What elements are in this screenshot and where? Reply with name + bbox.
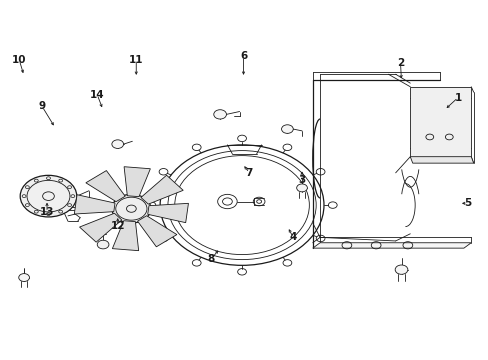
Polygon shape: [112, 221, 139, 251]
Text: 3: 3: [298, 175, 305, 185]
Circle shape: [112, 140, 123, 148]
Text: 12: 12: [110, 221, 125, 231]
Polygon shape: [86, 171, 125, 202]
Text: 2: 2: [396, 58, 404, 68]
Circle shape: [394, 265, 407, 274]
Text: 10: 10: [12, 55, 26, 65]
Polygon shape: [74, 195, 115, 214]
Text: 5: 5: [463, 198, 470, 208]
Polygon shape: [80, 213, 122, 242]
Circle shape: [112, 194, 151, 223]
Circle shape: [97, 240, 109, 249]
Polygon shape: [409, 157, 473, 163]
Polygon shape: [147, 203, 188, 222]
Polygon shape: [137, 216, 177, 247]
Polygon shape: [312, 243, 470, 248]
Circle shape: [213, 110, 226, 119]
Circle shape: [281, 125, 293, 134]
Text: 6: 6: [240, 51, 246, 61]
Polygon shape: [141, 175, 183, 204]
Circle shape: [20, 175, 77, 217]
Text: 1: 1: [453, 93, 461, 103]
Text: 9: 9: [39, 102, 45, 112]
Text: 13: 13: [40, 207, 54, 217]
Text: 7: 7: [245, 168, 253, 178]
Text: 14: 14: [90, 90, 104, 100]
Circle shape: [19, 274, 29, 282]
Polygon shape: [409, 87, 470, 157]
Text: 11: 11: [129, 55, 143, 65]
Text: 4: 4: [289, 232, 296, 242]
Polygon shape: [124, 167, 150, 197]
Circle shape: [296, 184, 307, 192]
Text: 8: 8: [207, 254, 215, 264]
